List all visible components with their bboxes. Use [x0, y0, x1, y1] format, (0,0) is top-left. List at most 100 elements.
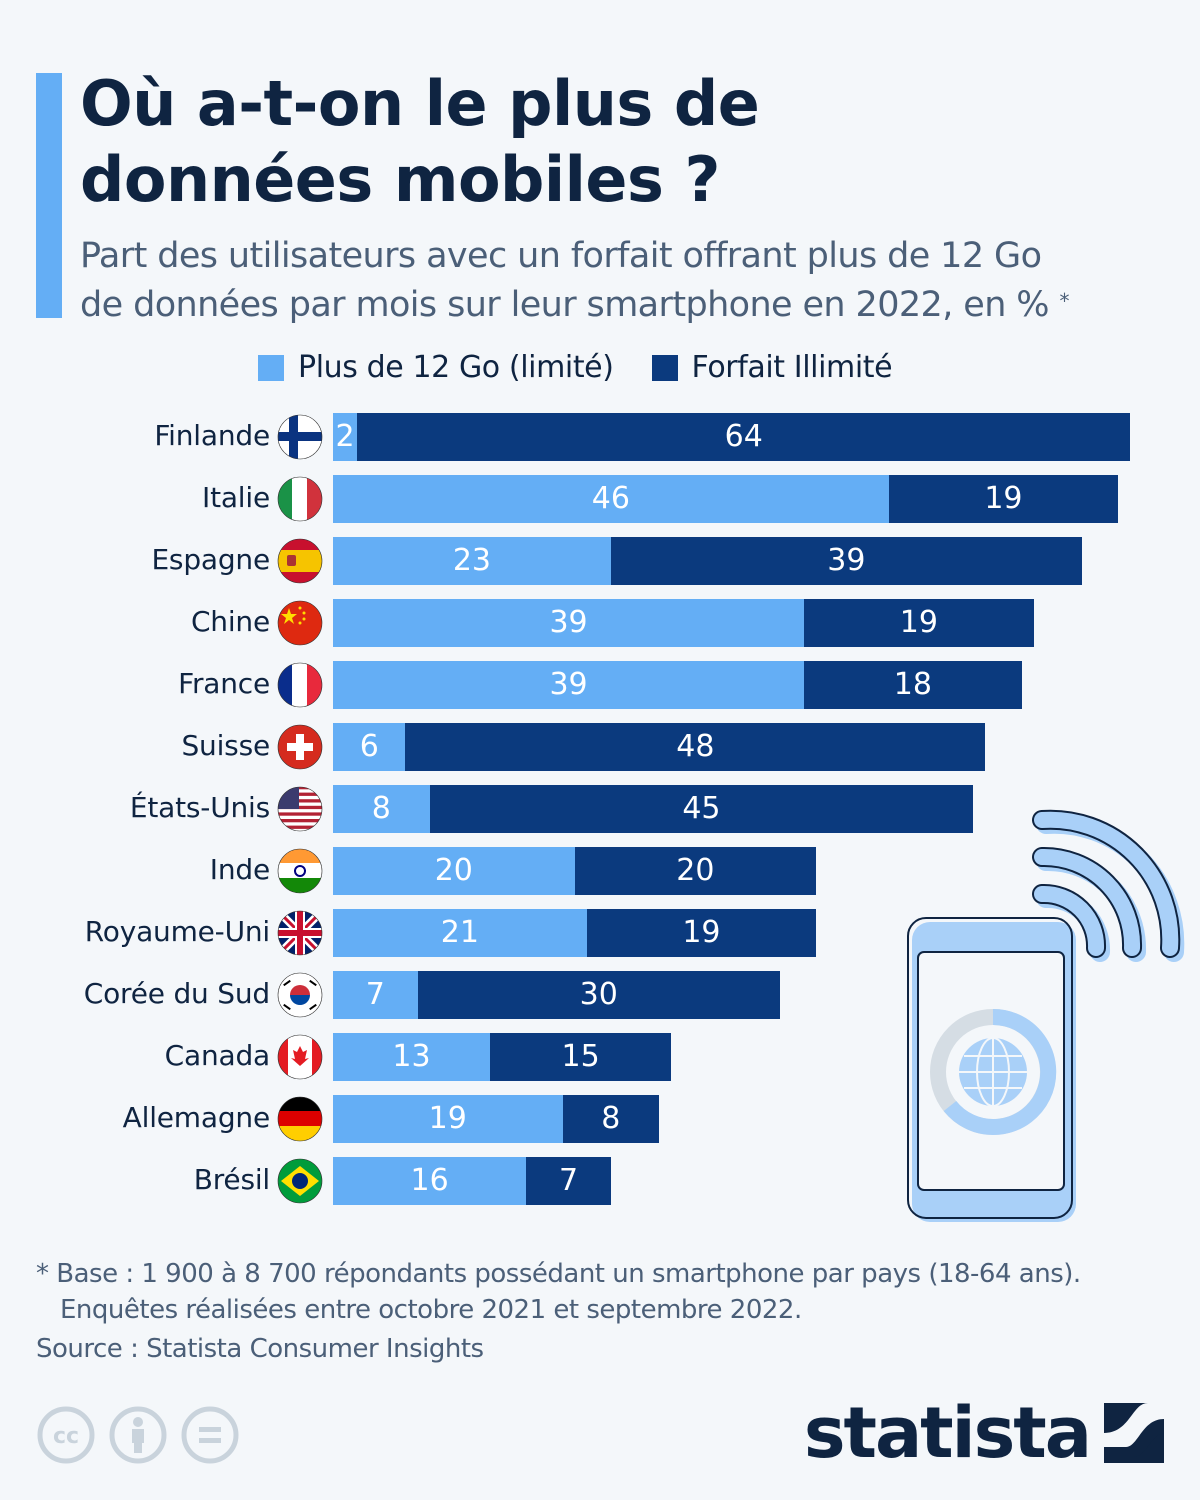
country-label: Suisse: [181, 729, 270, 762]
usa-flag-icon: [277, 786, 323, 832]
bar-segment-unlimited: [405, 723, 986, 771]
source-text: Source : Statista Consumer Insights: [36, 1334, 484, 1364]
uk-flag-icon: [277, 910, 323, 956]
bar-segment-unlimited: [888, 475, 1119, 523]
bar-segment-limited: [333, 537, 611, 585]
france-flag-icon: [277, 662, 323, 708]
statista-mark-icon: [1104, 1403, 1164, 1463]
legend-label-unlimited: Forfait Illimité: [691, 350, 893, 385]
country-label: États-Unis: [129, 791, 270, 824]
data-label: 6: [359, 729, 379, 764]
bar-segment-unlimited: [804, 661, 1022, 709]
bar-segment-unlimited: [357, 413, 1131, 461]
data-label: 30: [579, 977, 618, 1012]
bar-segment-limited: [333, 723, 406, 771]
data-label: 19: [682, 915, 721, 950]
bar-segment-unlimited: [417, 971, 780, 1019]
bar-segment-limited: [333, 1033, 491, 1081]
data-label: 19: [984, 481, 1023, 516]
data-label: 2: [335, 419, 355, 454]
globe-icon: [959, 1037, 1027, 1107]
subtitle-line-1: Part des utilisateurs avec un forfait of…: [80, 236, 1042, 276]
bar-segment-limited: [333, 909, 587, 957]
country-label: Royaume-Uni: [84, 915, 270, 948]
legend-item-limited: Plus de 12 Go (limité): [258, 350, 614, 385]
finland-flag-icon: [277, 414, 323, 460]
smartphone-signal-illustration: [907, 809, 1185, 1222]
subtitle-line-2: de données par mois sur leur smartphone …: [80, 285, 1050, 325]
bar-segment-unlimited: [490, 1033, 672, 1081]
subtitle-asterisk: *: [1059, 289, 1070, 313]
chart-title: Où a-t-on le plus de données mobiles ?: [80, 66, 1080, 218]
india-flag-icon: [277, 848, 323, 894]
bar-segment-unlimited: [526, 1157, 611, 1205]
data-label: 21: [440, 915, 479, 950]
country-label: France: [178, 667, 270, 700]
data-label: 45: [682, 791, 721, 826]
country-label: Espagne: [151, 543, 270, 576]
footnote-line-2: Enquêtes réalisées entre octobre 2021 et…: [60, 1295, 802, 1325]
data-label: 20: [676, 853, 715, 888]
bar-segment-limited: [333, 1095, 563, 1143]
data-label: 64: [724, 419, 763, 454]
footnote-line-1: * Base : 1 900 à 8 700 répondants posséd…: [36, 1259, 1081, 1289]
title-line-1: Où a-t-on le plus de: [80, 67, 760, 140]
bar-segment-limited: [333, 847, 575, 895]
data-label: 8: [601, 1101, 621, 1136]
data-label: 23: [452, 543, 491, 578]
brazil-flag-icon: [277, 1158, 323, 1204]
data-label: 8: [371, 791, 391, 826]
title-accent-bar: [36, 73, 62, 318]
data-label: 39: [549, 605, 588, 640]
bar-segment-unlimited: [562, 1095, 660, 1143]
legend-swatch-limited: [258, 354, 284, 381]
data-label: 13: [392, 1039, 431, 1074]
italy-flag-icon: [277, 476, 323, 522]
bar-segment-unlimited: [586, 909, 817, 957]
data-label: 16: [410, 1163, 449, 1198]
bar-segment-unlimited: [429, 785, 974, 833]
data-label: 19: [899, 605, 938, 640]
legend-label-limited: Plus de 12 Go (limité): [298, 350, 614, 385]
license-icons[interactable]: cc: [36, 1405, 240, 1465]
germany-flag-icon: [277, 1096, 323, 1142]
bar-segment-unlimited: [574, 847, 817, 895]
canada-flag-icon: [277, 1034, 323, 1080]
chart-legend: Plus de 12 Go (limité) Forfait Illimité: [258, 350, 918, 385]
statista-wordmark: statista: [803, 1392, 1092, 1474]
country-label: Brésil: [193, 1163, 270, 1196]
country-label: Inde: [209, 853, 270, 886]
bar-segment-limited: [333, 661, 805, 709]
data-label: 48: [676, 729, 715, 764]
cc-icon[interactable]: cc: [36, 1405, 96, 1465]
statista-logo[interactable]: statista: [804, 1398, 1164, 1468]
country-label: Chine: [190, 605, 270, 638]
svg-text:cc: cc: [53, 1424, 79, 1449]
signal-waves-icon: [1032, 809, 1185, 962]
data-label: 15: [561, 1039, 600, 1074]
bar-segment-limited: [333, 475, 889, 523]
bar-segment-limited: [333, 599, 805, 647]
country-label: Italie: [202, 481, 270, 514]
attribution-icon[interactable]: [108, 1405, 168, 1465]
title-line-2: données mobiles ?: [80, 143, 720, 216]
country-label: Corée du Sud: [83, 977, 270, 1010]
bar-segment-unlimited: [804, 599, 1034, 647]
no-derivatives-icon[interactable]: [180, 1405, 240, 1465]
data-label: 7: [558, 1163, 579, 1198]
data-label: 7: [365, 977, 385, 1012]
country-label: Canada: [164, 1039, 271, 1072]
chart-subtitle: Part des utilisateurs avec un forfait of…: [80, 232, 1180, 330]
bar-segment-limited: [333, 1157, 527, 1205]
bar-segment-limited: [333, 785, 430, 833]
data-ring-icon: [930, 1008, 1057, 1135]
data-label: 19: [428, 1101, 467, 1136]
china-flag-icon: [277, 600, 323, 646]
data-label: 20: [434, 853, 473, 888]
data-label: 39: [549, 667, 588, 702]
switzerland-flag-icon: [277, 724, 323, 770]
country-label: Finlande: [154, 419, 270, 452]
bar-segment-limited: [333, 971, 418, 1019]
data-label: 39: [827, 543, 866, 578]
